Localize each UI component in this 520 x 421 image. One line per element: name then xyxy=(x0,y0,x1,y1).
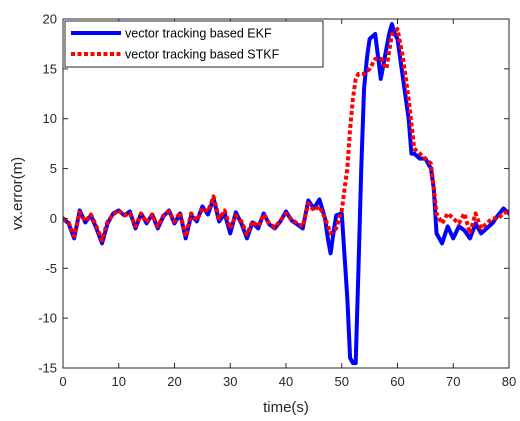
y-tick-label: -10 xyxy=(38,311,57,326)
series-layer xyxy=(63,21,509,366)
legend-box xyxy=(64,20,324,68)
ticks-layer: 0 10 20 30 40 50 60 70 80 -15 -10 -5 0 5 10 15 20 xyxy=(38,12,516,390)
legend-label-2: vector tracking based STKF xyxy=(125,48,280,62)
x-tick-label: 30 xyxy=(223,374,237,389)
x-tick-label: 10 xyxy=(112,374,126,389)
legend-label-1: vector tracking based EKF xyxy=(125,27,272,41)
y-tick-label: -5 xyxy=(45,261,57,276)
x-tick-label: 20 xyxy=(167,374,181,389)
x-tick-label: 40 xyxy=(279,374,293,389)
series-line-2 xyxy=(63,26,509,243)
x-axis-title: time(s) xyxy=(263,399,309,416)
plot-area xyxy=(63,19,509,368)
y-axis-title: vx.error(m) xyxy=(9,157,26,230)
y-tick-label: 20 xyxy=(43,12,57,27)
y-tick-label: 0 xyxy=(50,211,57,226)
y-tick-label: 5 xyxy=(50,161,57,176)
x-tick-label: 0 xyxy=(59,374,66,389)
x-tick-label: 50 xyxy=(335,374,349,389)
legend: vector tracking based EKF vector tracking… xyxy=(64,20,324,68)
x-tick-label: 70 xyxy=(446,374,460,389)
y-tick-label: -15 xyxy=(38,361,57,376)
x-tick-label: 60 xyxy=(390,374,404,389)
x-tick-label: 80 xyxy=(502,374,516,389)
y-tick-label: 15 xyxy=(43,61,57,76)
y-tick-label: 10 xyxy=(43,111,57,126)
